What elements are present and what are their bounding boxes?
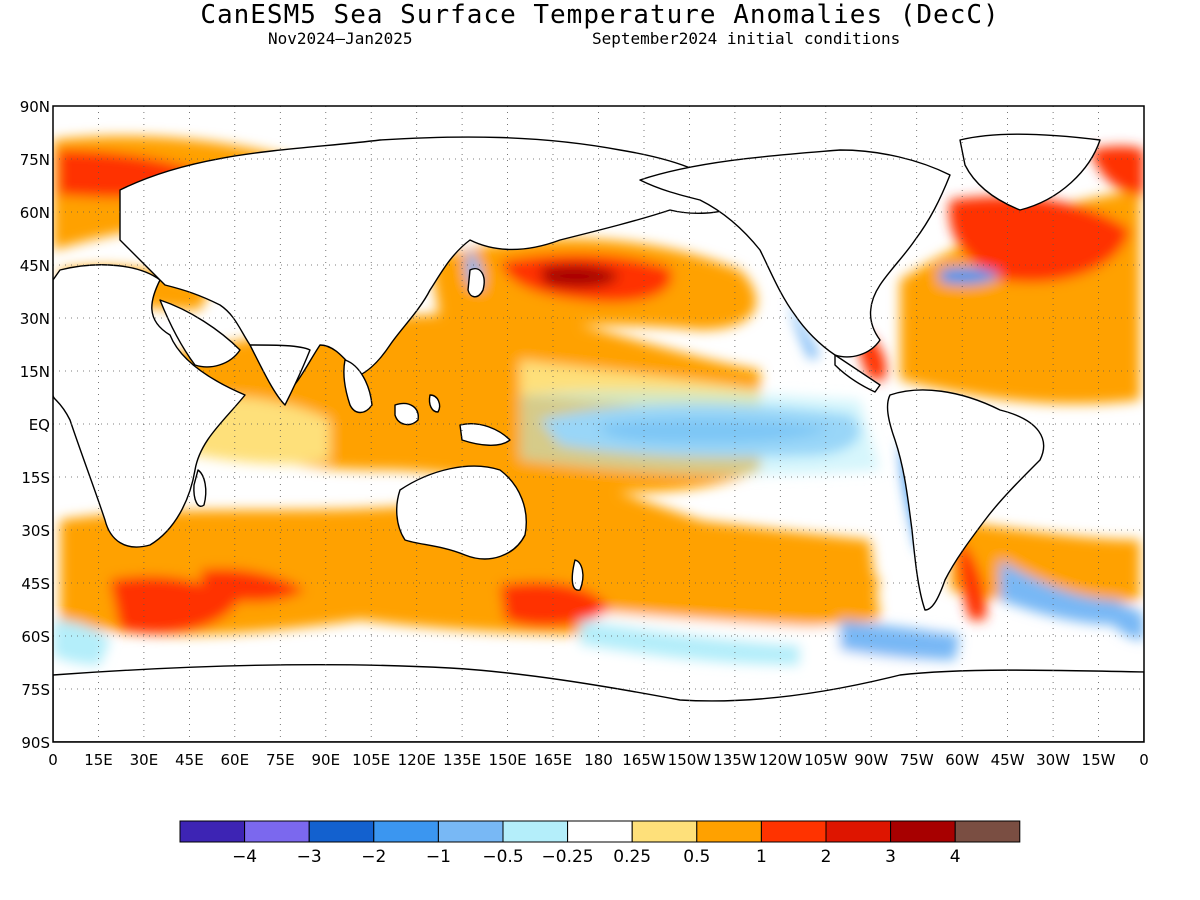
colorbar: −4 −3 −2 −1 −0.5 −0.25 0.25 0.5 1 2 3 4: [179, 820, 1021, 867]
lon-label: 45E: [175, 751, 204, 769]
colorbar-label: 1: [756, 847, 767, 867]
lon-label: 0: [48, 751, 58, 769]
lon-label: 180: [584, 751, 613, 769]
lon-label: 60E: [221, 751, 250, 769]
lon-label: 15E: [84, 751, 113, 769]
lon-label: 75E: [266, 751, 295, 769]
colorbar-swatch: [244, 820, 310, 843]
lon-label: 105E: [352, 751, 390, 769]
colorbar-swatch: [567, 820, 633, 843]
lat-label: 90S: [21, 734, 50, 752]
colorbar-swatch: [373, 820, 439, 843]
lat-label: 15N: [20, 363, 50, 381]
lat-label: 60S: [21, 628, 50, 646]
lon-label: 105W: [804, 751, 848, 769]
lon-label: 90E: [312, 751, 341, 769]
lat-label: 30N: [20, 310, 50, 328]
colorbar-label: −0.5: [482, 847, 523, 867]
lon-label: 30W: [1036, 751, 1070, 769]
colorbar-label: 3: [885, 847, 896, 867]
lat-label: 60N: [20, 204, 50, 222]
lon-label: 15W: [1082, 751, 1116, 769]
colorbar-label: 4: [950, 847, 961, 867]
lat-label: EQ: [29, 416, 50, 434]
colorbar-swatch: [179, 820, 246, 843]
colorbar-label: 0.5: [683, 847, 710, 867]
lon-label: 165E: [534, 751, 572, 769]
colorbar-swatch: [890, 820, 956, 843]
colorbar-swatch: [760, 820, 827, 843]
colorbar-label: −1: [426, 847, 451, 867]
colorbar-label: −2: [361, 847, 386, 867]
lat-label: 45N: [20, 257, 50, 275]
lat-label: 75S: [21, 681, 50, 699]
lon-label: 45W: [991, 751, 1025, 769]
lon-label: 135W: [713, 751, 757, 769]
graticule: [53, 106, 1144, 742]
lat-label: 45S: [21, 575, 50, 593]
colorbar-label: −4: [232, 847, 257, 867]
lon-label: 30E: [130, 751, 159, 769]
colorbar-label: −0.25: [542, 847, 594, 867]
lon-label: 165W: [622, 751, 666, 769]
lon-label: 90W: [854, 751, 888, 769]
colorbar-label: 2: [821, 847, 832, 867]
colorbar-label: 0.25: [613, 847, 651, 867]
initial-conditions: September2024 initial conditions: [592, 29, 901, 48]
colorbar-swatch: [308, 820, 375, 843]
lon-label: 0: [1139, 751, 1149, 769]
colorbar-swatch: [631, 820, 698, 843]
colorbar-swatch: [502, 820, 569, 843]
continent-outlines: [53, 133, 1144, 742]
map-frame: [52, 105, 1145, 743]
lon-label: 75W: [900, 751, 934, 769]
forecast-period: Nov2024–Jan2025: [268, 29, 413, 48]
lat-label: 15S: [21, 469, 50, 487]
anomaly-field: [53, 106, 1144, 742]
colorbar-swatch: [825, 820, 892, 843]
colorbar-swatch: [696, 820, 762, 843]
map-title: CanESM5 Sea Surface Temperature Anomalie…: [200, 0, 1000, 30]
lat-label: 75N: [20, 151, 50, 169]
lat-label: 90N: [20, 98, 50, 116]
lon-label: 60W: [945, 751, 979, 769]
longitude-axis: 0 15E 30E 45E 60E 75E 90E 105E 120E 135E…: [48, 751, 1149, 769]
lon-label: 150E: [489, 751, 527, 769]
lon-label: 135E: [443, 751, 481, 769]
colorbar-swatch: [954, 820, 1021, 843]
lon-label: 120W: [759, 751, 803, 769]
lon-label: 150W: [668, 751, 712, 769]
lat-label: 30S: [21, 522, 50, 540]
colorbar-label: −3: [297, 847, 322, 867]
latitude-axis: 90N 75N 60N 45N 30N 15N EQ 15S 30S 45S 6…: [20, 98, 50, 752]
colorbar-swatch: [437, 820, 504, 843]
lon-label: 120E: [398, 751, 436, 769]
